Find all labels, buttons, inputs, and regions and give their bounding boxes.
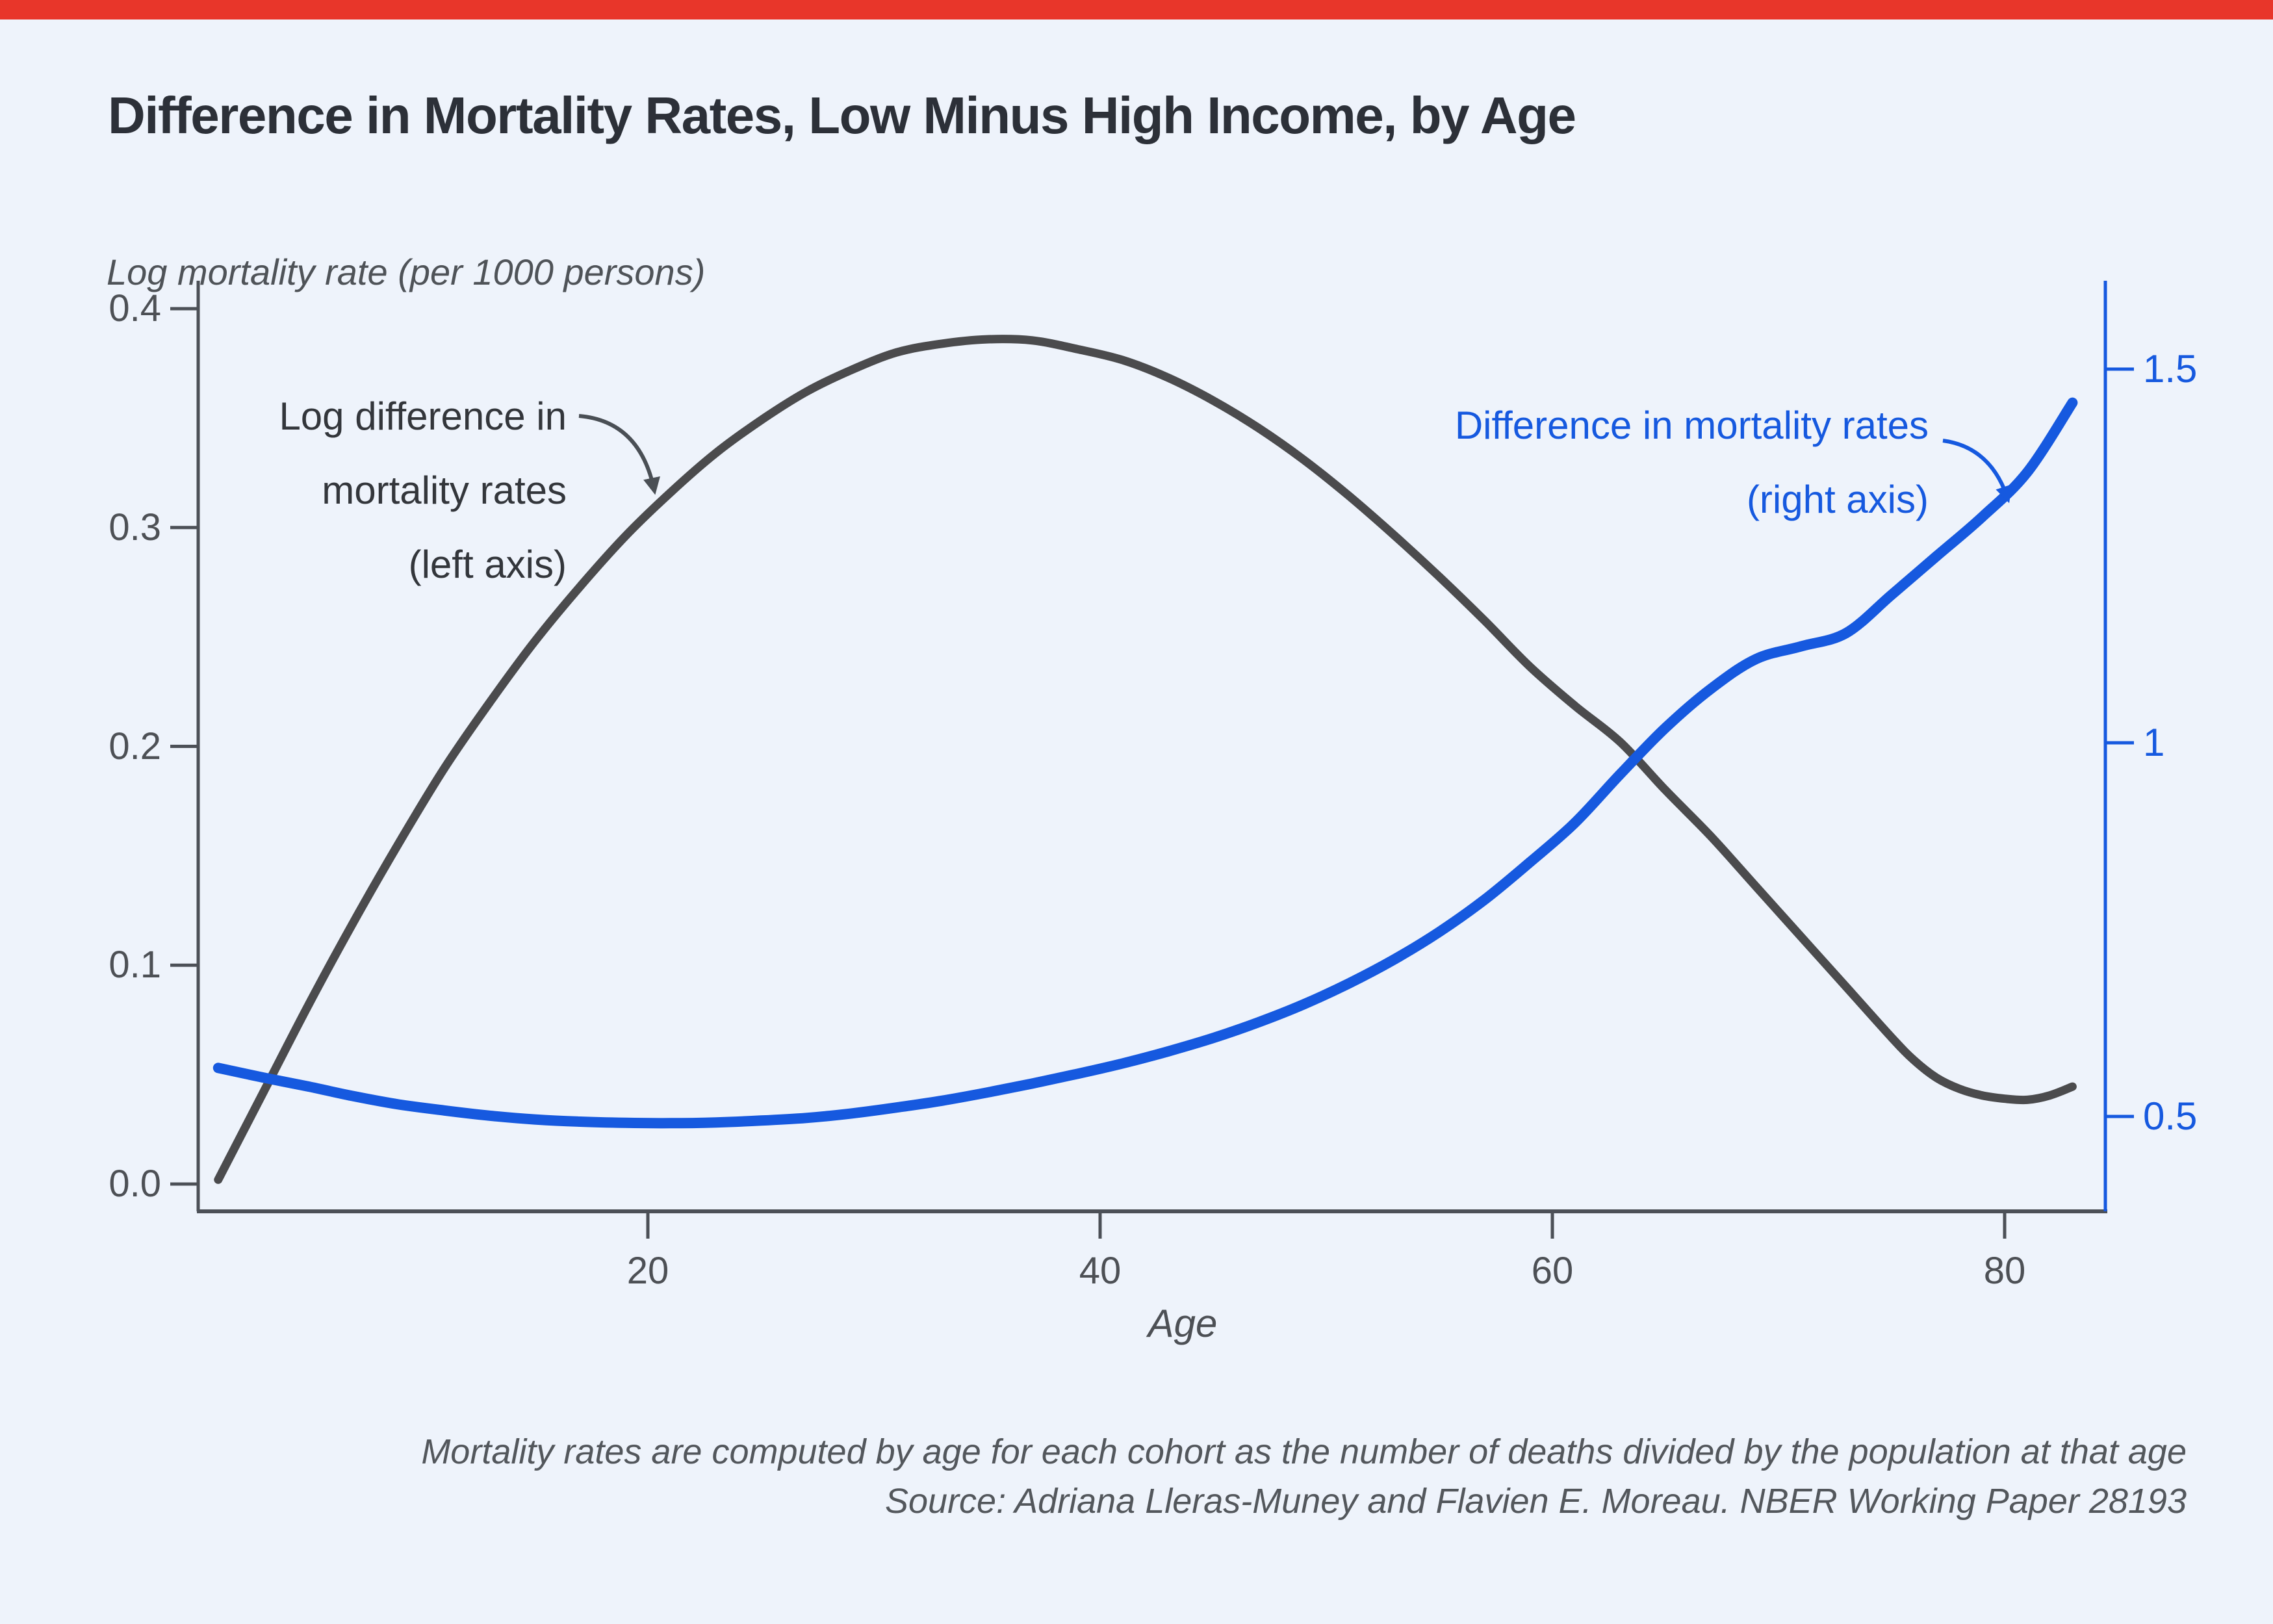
source-note: Source: Adriana Lleras-Muney and Flavien… bbox=[884, 1482, 2187, 1521]
right-axis-tick-label: 0.5 bbox=[2143, 1094, 2198, 1138]
left-axis-tick-label: 0.4 bbox=[109, 287, 161, 329]
rate-difference-curve bbox=[212, 397, 2078, 1129]
left-annotation-arrow bbox=[578, 414, 660, 495]
left-axis-title: Log mortality rate (per 1000 persons) bbox=[107, 251, 706, 292]
right-axis-tick-label: 1 bbox=[2143, 721, 2165, 764]
left-series-annotation-line: Log difference in bbox=[279, 394, 567, 438]
left-series-annotation-line: mortality rates bbox=[322, 469, 567, 512]
data-curves bbox=[212, 335, 2078, 1184]
right-series-annotation: Difference in mortality rates (right axi… bbox=[1357, 389, 1929, 537]
left-axis-tick-label: 0.2 bbox=[109, 725, 161, 767]
x-axis-tick-label: 40 bbox=[1079, 1250, 1122, 1292]
left-series-annotation: Log difference in mortality rates (left … bbox=[209, 380, 567, 602]
left-series-annotation-line: (left axis) bbox=[408, 543, 567, 586]
chart-title: Difference in Mortality Rates, Low Minus… bbox=[108, 86, 1576, 144]
right-series-annotation-line: Difference in mortality rates bbox=[1454, 404, 1929, 447]
x-axis-tick-label: 60 bbox=[1531, 1250, 1574, 1292]
footer-notes: Mortality rates are computed by age for … bbox=[237, 1427, 2187, 1526]
right-series-annotation-line: (right axis) bbox=[1746, 478, 1929, 521]
x-axis-title: Age bbox=[1148, 1302, 1218, 1345]
log-difference-curve bbox=[214, 335, 2077, 1184]
left-axis-tick-label: 0.3 bbox=[109, 506, 161, 548]
tick-marks bbox=[170, 307, 2134, 1239]
left-axis-tick-label: 0.1 bbox=[109, 944, 161, 986]
methodology-note: Mortality rates are computed by age for … bbox=[421, 1432, 2187, 1471]
x-axis-tick-label: 80 bbox=[1983, 1250, 2026, 1292]
x-axis-tick-label: 20 bbox=[626, 1250, 669, 1292]
accent-bar bbox=[0, 0, 2273, 19]
right-axis-tick-label: 1.5 bbox=[2143, 347, 2198, 391]
left-axis-tick-label: 0.0 bbox=[109, 1163, 161, 1205]
right-annotation-arrow bbox=[1942, 439, 2012, 504]
